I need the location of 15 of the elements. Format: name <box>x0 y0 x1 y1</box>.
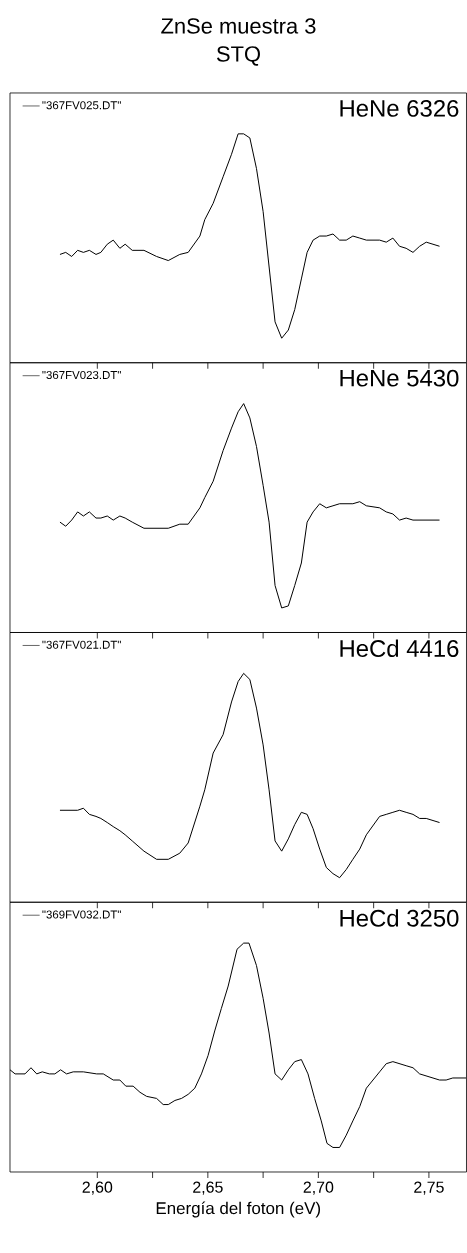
x-tick-label: 2,65 <box>193 1181 223 1195</box>
text: HeCd 4416 <box>340 639 459 657</box>
text: HeCd 3250 <box>340 909 459 927</box>
x-axis-title: Energía del foton (eV) <box>156 1201 321 1218</box>
legend-label: "367FV021.DT" <box>42 640 121 649</box>
x-tick-label: 2,70 <box>303 1181 334 1195</box>
text: HeNe 6326 <box>340 99 459 117</box>
chart-subtitle: STQ <box>216 46 260 66</box>
legend-label: "369FV032.DT" <box>42 910 121 919</box>
legend-label: "367FV025.DT" <box>42 101 121 110</box>
x-tick-label: 2,60 <box>82 1181 113 1195</box>
text: HeNe 5430 <box>340 369 459 387</box>
x-tick-label: 2,75 <box>414 1181 444 1195</box>
legend-label: "367FV023.DT" <box>42 370 121 380</box>
chart-title: ZnSe muestra 3 <box>161 18 316 34</box>
